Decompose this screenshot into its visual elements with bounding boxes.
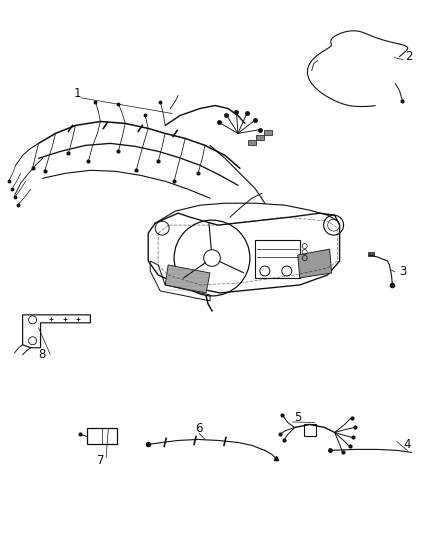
Polygon shape [165,265,210,293]
FancyBboxPatch shape [264,131,272,135]
Text: 3: 3 [399,265,406,278]
Text: 5: 5 [294,411,301,424]
FancyBboxPatch shape [367,252,374,256]
Text: 1: 1 [73,87,81,100]
FancyBboxPatch shape [256,135,264,140]
Text: 2: 2 [405,50,413,63]
Text: 7: 7 [97,454,105,467]
Text: 6: 6 [196,422,203,435]
Polygon shape [298,249,332,278]
Text: 8: 8 [39,348,46,361]
FancyBboxPatch shape [248,140,256,146]
Text: 4: 4 [403,438,410,451]
